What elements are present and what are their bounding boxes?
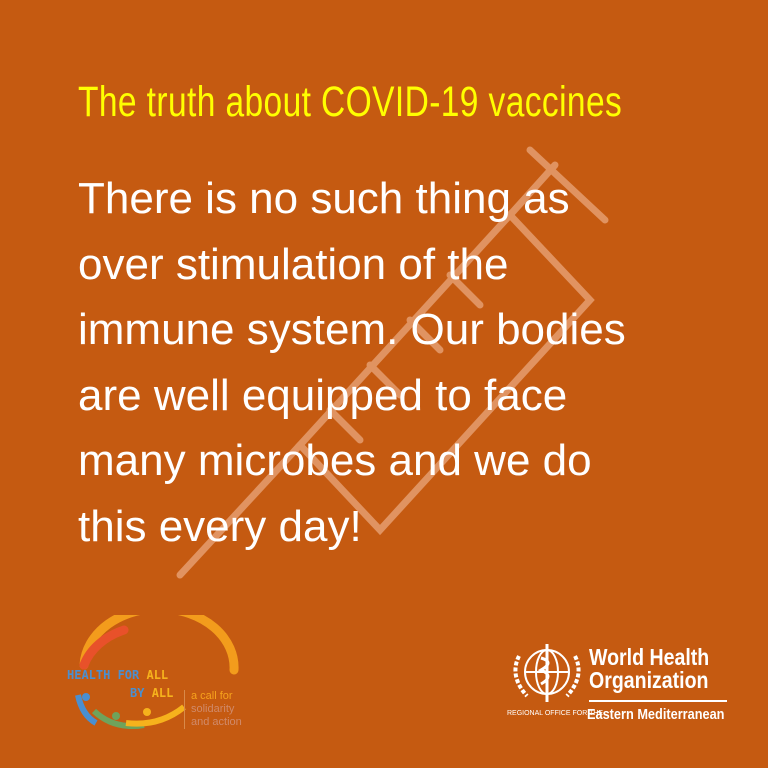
who-emblem-icon xyxy=(513,644,581,702)
who-name-line: World Health xyxy=(589,644,710,670)
hfa-text: ALL xyxy=(151,686,174,700)
headline: The truth about COVID-19 vaccines xyxy=(78,78,623,126)
body-line: this every day! xyxy=(78,501,362,551)
hfa-text: BY xyxy=(130,686,152,700)
body-line: immune system. Our bodies xyxy=(78,305,626,354)
who-region: Eastern Mediterranean xyxy=(587,706,725,723)
body-line: over stimulation of the xyxy=(78,239,509,289)
who-region-prefix: REGIONAL OFFICE FOR THE xyxy=(507,710,604,717)
body-line: many microbes and we do xyxy=(78,436,592,485)
body-line: There is no such thing as xyxy=(78,174,570,223)
hfa-tagline: a call for solidarity and action xyxy=(184,690,242,729)
body-text: There is no such thing as over stimulati… xyxy=(78,166,718,559)
who-logo: World Health Organization REGIONAL OFFIC… xyxy=(505,638,735,738)
health-for-all-ring-icon xyxy=(75,615,239,729)
tagline-line: solidarity xyxy=(191,703,235,715)
hfa-text: HEALTH FOR xyxy=(67,668,147,682)
divider xyxy=(589,700,727,702)
tagline-line: and action xyxy=(191,716,242,728)
tagline-line: a call for xyxy=(191,690,233,702)
who-name-line: Organization xyxy=(589,667,709,693)
hfa-text: ALL xyxy=(146,668,169,682)
who-name: World Health Organization xyxy=(589,646,709,692)
body-line: are well equipped to face xyxy=(78,370,568,420)
